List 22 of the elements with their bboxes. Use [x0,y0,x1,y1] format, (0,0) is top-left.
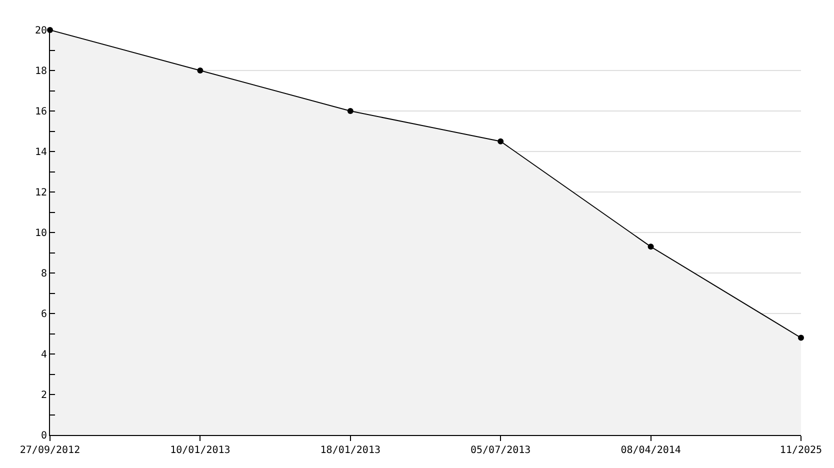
y-tick-label: 8 [40,268,47,280]
y-tick-label: 10 [34,228,47,239]
y-tick-label: 14 [34,147,47,158]
point [498,138,504,144]
x-tick-label: 10/01/2013 [170,445,230,456]
point [648,244,654,250]
x-tick-label: 08/04/2014 [620,445,681,456]
x-tick-label: 27/09/2012 [20,445,80,456]
x-tick-label: 11/2025 [780,445,822,456]
y-tick-label: 6 [40,309,47,320]
x-tick-label: 18/01/2013 [320,445,381,456]
y-tick-label: 2 [40,390,47,401]
x-tick-label: 05/07/2013 [470,445,531,456]
y-tick-label: 20 [34,26,47,36]
y-tick-label: 16 [34,106,47,118]
y-tick-label: 4 [40,350,47,360]
y-tick-label: 12 [34,188,47,198]
point [197,68,204,74]
y-tick-label: 0 [40,430,47,442]
point [347,108,354,114]
y-tick-label: 18 [34,66,47,77]
point [798,334,804,341]
